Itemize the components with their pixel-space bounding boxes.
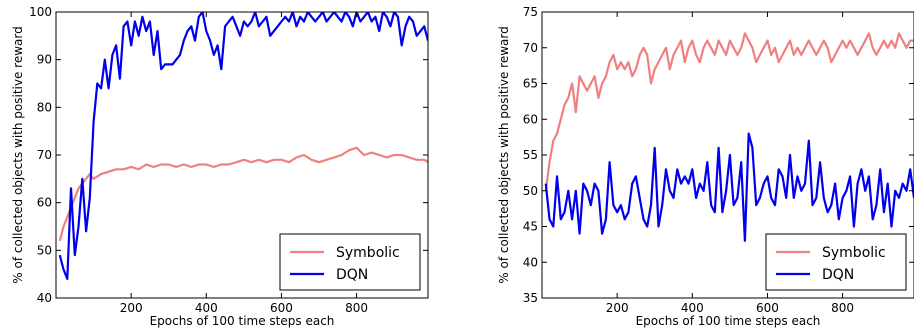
x-axis-label: Epochs of 100 time steps each <box>150 314 335 328</box>
legend-box <box>765 233 907 291</box>
x-axis-label: Epochs of 100 time steps each <box>636 314 821 328</box>
legend: Symbolic DQN <box>765 233 907 291</box>
left-chart: 40 50 60 70 80 90 100 200 400 600 800 Epochs of 100… <box>11 5 429 328</box>
y-tick-label: 100 <box>29 5 52 19</box>
y-tick-label: 70 <box>37 148 52 162</box>
series-line-symbolic <box>544 32 914 191</box>
x-tick-label: 200 <box>120 301 143 315</box>
series-line-dqn <box>58 12 428 280</box>
series-line-dqn <box>544 132 914 242</box>
x-tick-label: 800 <box>831 301 854 315</box>
y-tick-label: 60 <box>37 196 52 210</box>
right-chart: 35 40 45 50 55 60 65 70 75 200 400 600 800 Epochs of … <box>497 5 914 328</box>
x-tick-label: 800 <box>345 301 368 315</box>
y-tick-label: 50 <box>523 184 538 198</box>
y-tick-label: 60 <box>523 112 538 126</box>
legend: Symbolic DQN <box>279 233 421 291</box>
y-tick-label: 45 <box>523 220 538 234</box>
y-tick-label: 65 <box>523 77 538 91</box>
legend-box <box>279 233 421 291</box>
x-tick-label: 600 <box>270 301 293 315</box>
y-tick-label: 90 <box>37 53 52 67</box>
legend-label-symbolic: Symbolic <box>822 245 886 261</box>
x-tick-label: 200 <box>606 301 629 315</box>
x-tick-label: 400 <box>195 301 218 315</box>
y-tick-label: 40 <box>37 291 52 305</box>
y-tick-label: 50 <box>37 243 52 257</box>
y-tick-label: 75 <box>523 5 538 19</box>
y-tick-label: 55 <box>523 148 538 162</box>
x-tick-label: 400 <box>681 301 704 315</box>
legend-label-dqn: DQN <box>336 267 368 283</box>
series-line-symbolic <box>58 146 428 242</box>
y-tick-label: 70 <box>523 41 538 55</box>
legend-label-symbolic: Symbolic <box>336 245 400 261</box>
x-tick-label: 600 <box>756 301 779 315</box>
y-tick-label: 40 <box>523 255 538 269</box>
y-tick-label: 80 <box>37 100 52 114</box>
y-tick-label: 35 <box>523 291 538 305</box>
y-axis-label: % of collected objects with positive rew… <box>11 26 25 283</box>
y-axis-label: % of collected objects with positive rew… <box>497 26 511 283</box>
legend-label-dqn: DQN <box>822 267 854 283</box>
